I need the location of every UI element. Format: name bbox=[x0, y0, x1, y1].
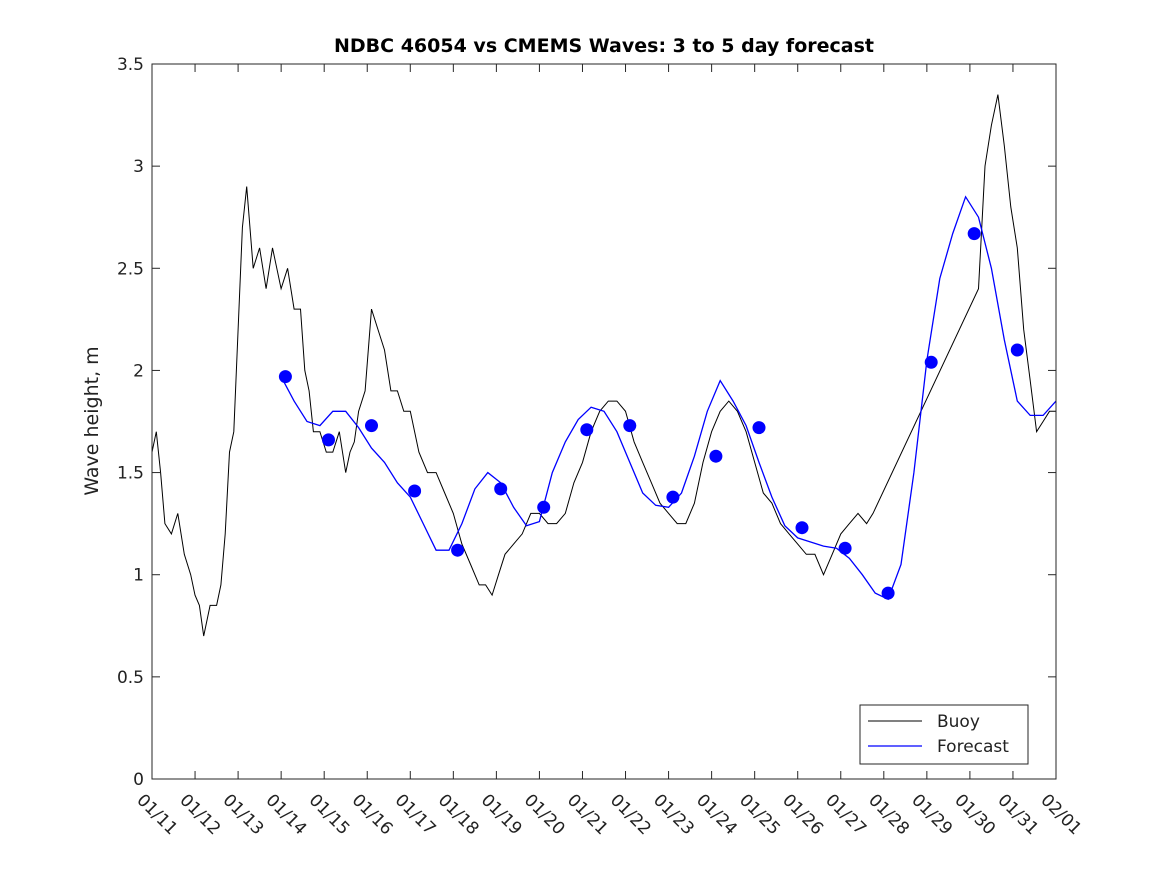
forecast-point bbox=[580, 423, 594, 437]
y-tick-label: 0.5 bbox=[117, 668, 144, 688]
y-tick-label: 2.5 bbox=[117, 259, 144, 279]
forecast-point bbox=[967, 227, 981, 241]
series-buoy-line bbox=[151, 94, 1056, 637]
forecast-point bbox=[494, 482, 508, 496]
forecast-point bbox=[838, 541, 852, 555]
y-tick-label: 1.5 bbox=[117, 464, 144, 484]
forecast-point bbox=[623, 419, 637, 433]
forecast-point bbox=[451, 543, 465, 557]
axes-box bbox=[151, 63, 1057, 780]
forecast-point bbox=[666, 490, 680, 504]
series-layer bbox=[151, 94, 1057, 637]
forecast-point bbox=[881, 586, 895, 600]
forecast-point bbox=[924, 355, 938, 369]
y-axis-label: Wave height, m bbox=[81, 346, 103, 495]
legend-buoy-label: Buoy bbox=[937, 712, 980, 732]
legend: Buoy Forecast bbox=[859, 704, 1029, 765]
legend-box bbox=[859, 704, 1029, 765]
forecast-point bbox=[709, 449, 723, 463]
forecast-point bbox=[322, 433, 335, 447]
forecast-point bbox=[278, 370, 292, 384]
forecast-point bbox=[537, 500, 551, 514]
y-tick-label: 0 bbox=[133, 770, 144, 790]
forecast-point bbox=[408, 484, 422, 498]
plot-area bbox=[152, 64, 1056, 779]
y-tick-label: 3.5 bbox=[117, 55, 144, 75]
y-tick-label: 2 bbox=[133, 361, 144, 381]
forecast-point bbox=[752, 421, 766, 435]
forecast-point bbox=[795, 521, 809, 535]
y-tick-label: 3 bbox=[133, 157, 144, 177]
chart-title: NDBC 46054 vs CMEMS Waves: 3 to 5 day fo… bbox=[334, 35, 874, 57]
forecast-point bbox=[365, 419, 378, 433]
forecast-point bbox=[1010, 343, 1024, 357]
legend-forecast-label: Forecast bbox=[937, 737, 1009, 757]
y-tick-label: 1 bbox=[133, 566, 144, 586]
